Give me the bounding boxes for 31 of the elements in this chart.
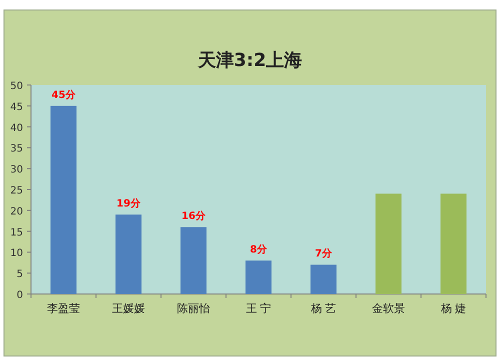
y-tick-label: 35 bbox=[10, 144, 23, 155]
data-label: 45分 bbox=[52, 88, 76, 101]
bar bbox=[116, 214, 142, 294]
bar bbox=[440, 194, 466, 294]
x-tick-label: 王 宁 bbox=[246, 302, 272, 315]
bar bbox=[50, 106, 76, 294]
y-tick-label: 45 bbox=[10, 102, 23, 113]
y-tick-label: 5 bbox=[16, 269, 23, 280]
x-tick-label: 王媛媛 bbox=[112, 302, 145, 315]
data-label: 8分 bbox=[250, 244, 268, 256]
chart-title: 天津3:2上海 bbox=[196, 50, 302, 71]
y-tick-label: 15 bbox=[10, 227, 23, 238]
bar bbox=[246, 260, 272, 294]
y-tick-label: 25 bbox=[10, 186, 23, 196]
data-label: 16分 bbox=[182, 210, 206, 222]
y-tick-label: 20 bbox=[10, 206, 23, 218]
x-tick-label: 杨 婕 bbox=[440, 302, 466, 315]
x-tick-label: 李盈莹 bbox=[47, 302, 80, 315]
data-label: 19分 bbox=[116, 198, 142, 210]
x-tick-label: 陈丽怡 bbox=[177, 302, 210, 315]
y-tick-label: 0 bbox=[16, 290, 23, 301]
bar bbox=[180, 227, 206, 294]
bar bbox=[376, 194, 402, 294]
y-tick-label: 40 bbox=[10, 122, 23, 134]
y-tick-label: 10 bbox=[10, 248, 23, 260]
x-tick-label: 杨 艺 bbox=[310, 302, 336, 315]
y-tick-label: 50 bbox=[10, 81, 23, 92]
y-tick-label: 30 bbox=[10, 164, 23, 176]
x-tick-label: 金软景 bbox=[372, 302, 405, 315]
bar bbox=[310, 264, 336, 294]
data-label: 7分 bbox=[315, 248, 333, 260]
